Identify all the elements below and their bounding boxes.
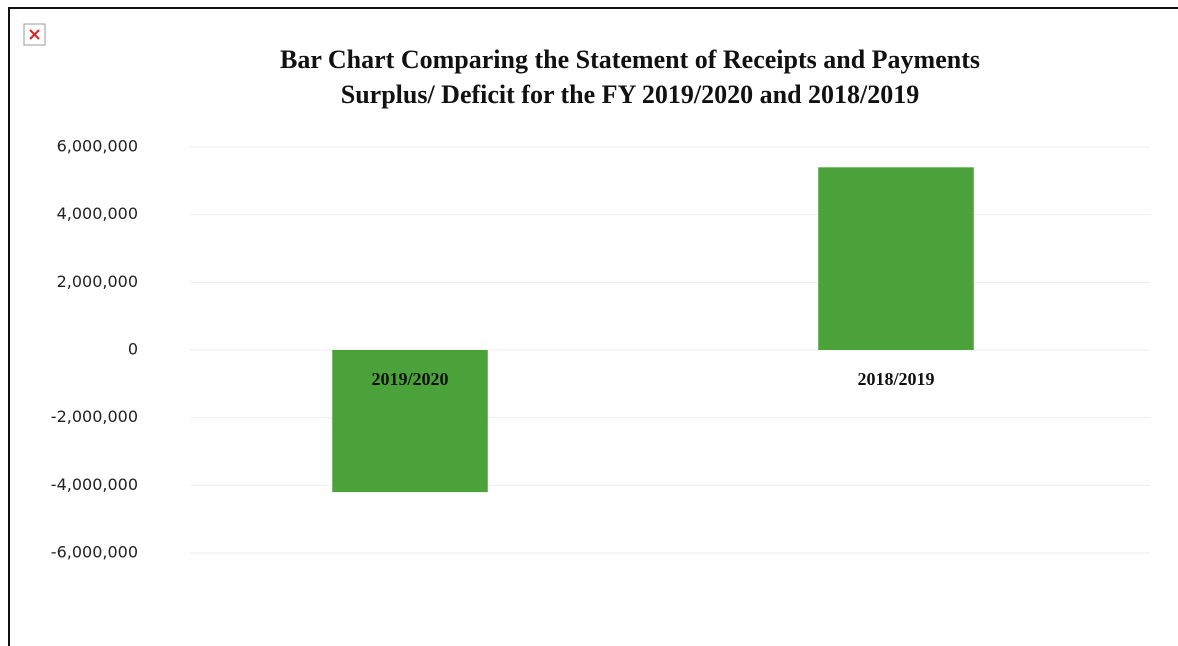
y-tick-label: 2,000,000 <box>57 272 138 291</box>
y-tick-label: -6,000,000 <box>51 543 138 562</box>
y-tick-label: -4,000,000 <box>51 475 138 494</box>
y-tick-label: -2,000,000 <box>51 407 138 426</box>
bar <box>332 350 488 493</box>
y-tick-label: 0 <box>128 340 138 359</box>
y-tick-label: 6,000,000 <box>57 137 138 156</box>
broken-image-icon <box>23 23 46 46</box>
chart-title: Bar Chart Comparing the Statement of Rec… <box>280 45 980 74</box>
y-tick-label: 4,000,000 <box>57 204 138 223</box>
x-tick-label: 2018/2019 <box>857 369 934 389</box>
x-tick-label: 2019/2020 <box>371 369 448 389</box>
chart-subtitle: Surplus/ Deficit for the FY 2019/2020 an… <box>341 80 920 109</box>
bar <box>818 167 974 350</box>
